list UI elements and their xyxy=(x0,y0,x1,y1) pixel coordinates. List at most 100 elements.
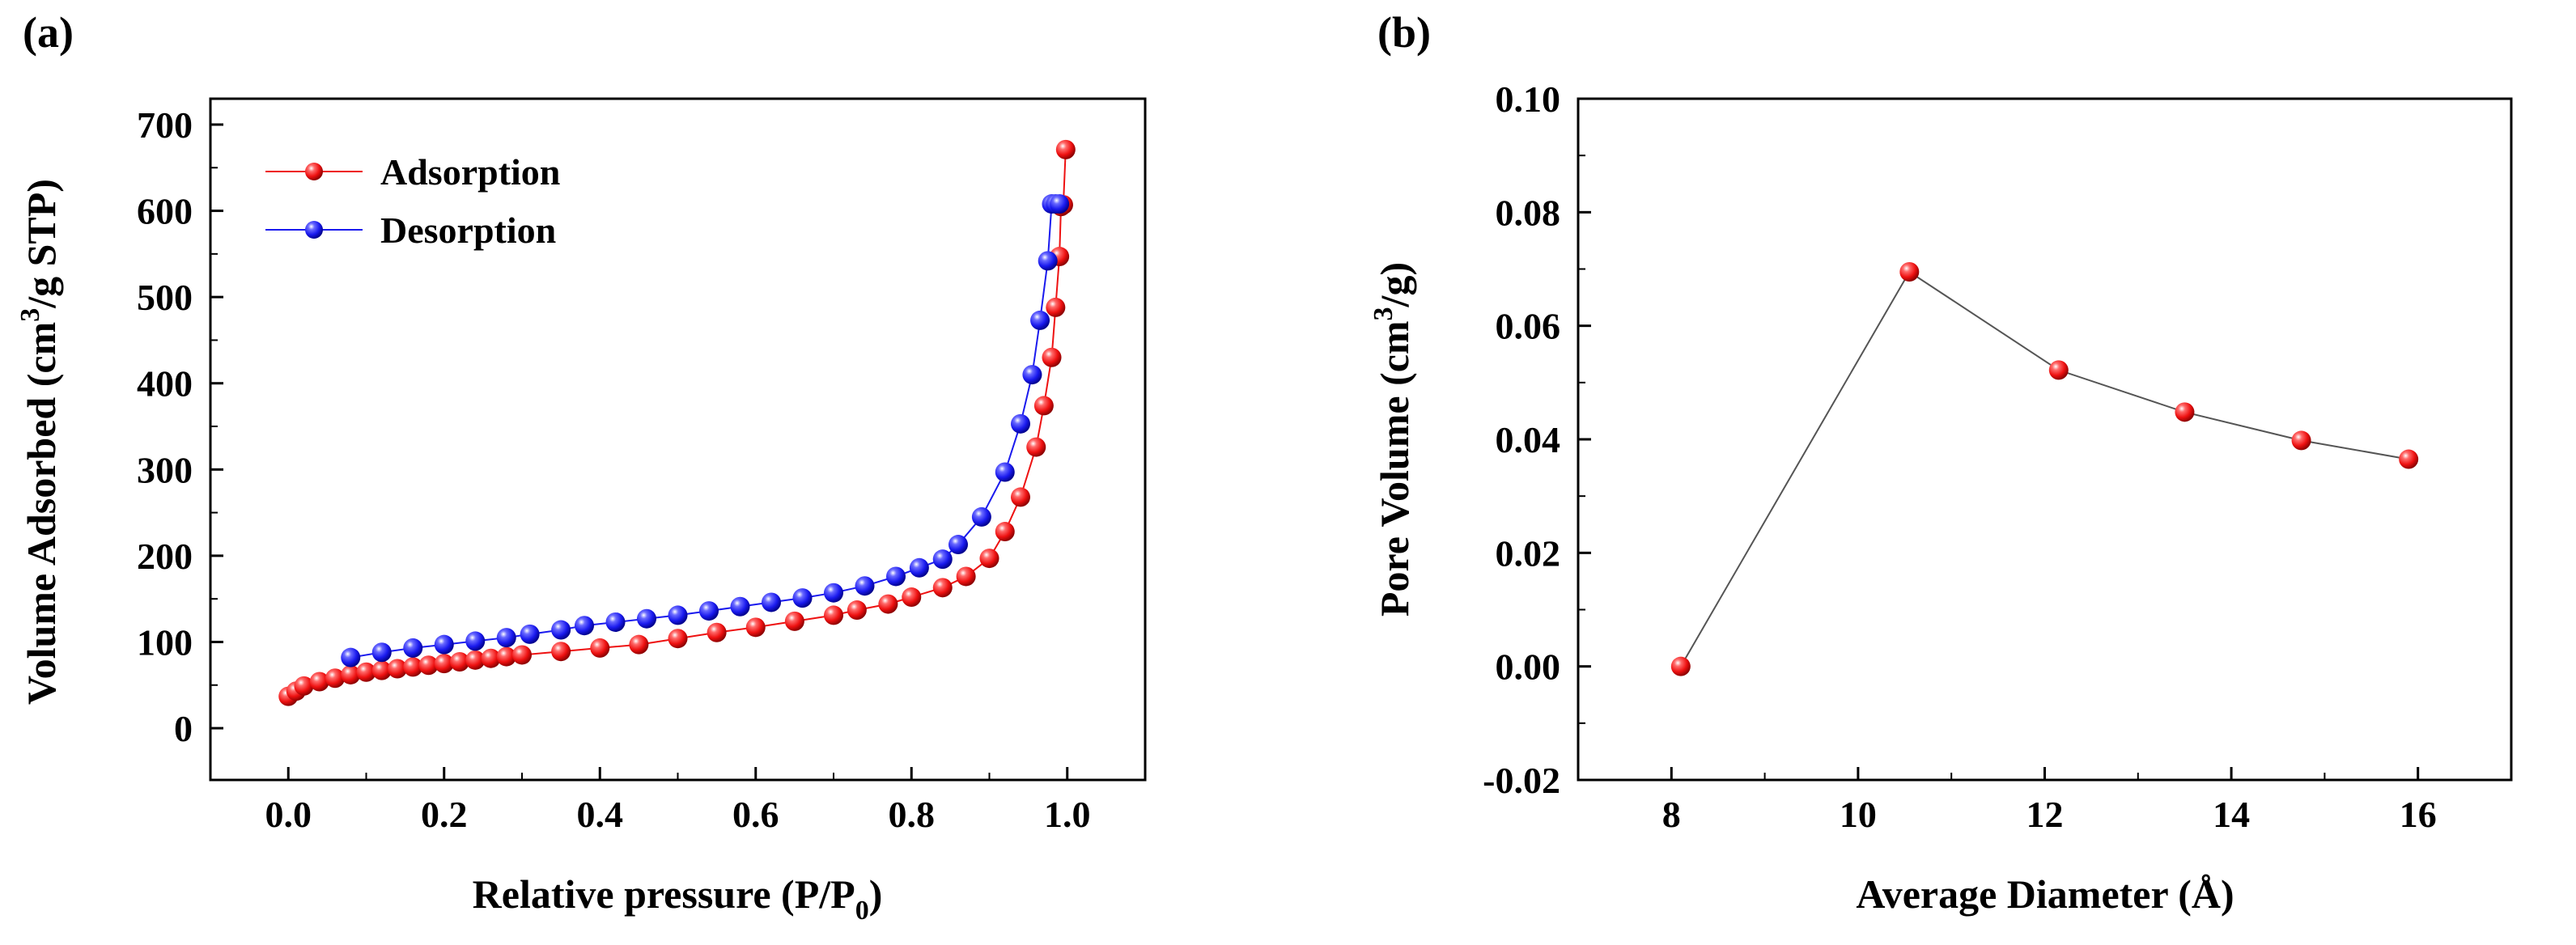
data-point-adsorption xyxy=(496,646,516,667)
data-point-desorption xyxy=(909,557,929,578)
data-point-adsorption xyxy=(1055,139,1076,159)
data-point-desorption xyxy=(730,596,750,617)
data-point-adsorption xyxy=(481,648,501,668)
data-point-adsorption xyxy=(1033,396,1054,416)
plot-b-points xyxy=(1670,262,2419,676)
data-point-desorption xyxy=(668,605,688,625)
data-point-adsorption xyxy=(325,668,345,689)
data-point-desorption xyxy=(341,647,361,667)
y-tick-label: 700 xyxy=(137,104,193,146)
y-tick-label: 500 xyxy=(137,277,193,318)
data-point-desorption xyxy=(1030,310,1050,330)
data-point-desorption xyxy=(824,583,843,603)
y-tick-label: 0.00 xyxy=(1496,646,1561,688)
data-point-pore-volume xyxy=(2175,402,2195,422)
y-tick-label: 0.04 xyxy=(1496,419,1561,460)
y-tick-label: -0.02 xyxy=(1483,760,1560,801)
data-point-adsorption xyxy=(668,629,688,649)
legend-marker-adsorption xyxy=(305,163,323,180)
x-tick-label: 0.6 xyxy=(732,794,779,835)
data-point-adsorption xyxy=(1042,347,1062,367)
data-point-adsorption xyxy=(956,566,976,587)
data-point-pore-volume xyxy=(2399,449,2419,469)
data-point-adsorption xyxy=(388,659,407,679)
data-point-pore-volume xyxy=(2291,430,2311,451)
chart-panel-b: (b) 8 10 12 14 16 -0.02 0.00 0.02 0.04 0.06 0.08 0.… xyxy=(1369,8,2513,917)
data-point-desorption xyxy=(855,576,875,596)
data-point-adsorption xyxy=(932,578,953,598)
data-point-desorption xyxy=(575,616,594,636)
series-line-desorption xyxy=(350,203,1060,659)
data-point-adsorption xyxy=(878,594,898,614)
data-point-adsorption xyxy=(590,638,610,658)
data-point-desorption xyxy=(371,642,392,663)
x-tick-label: 0.2 xyxy=(421,794,468,835)
data-point-desorption xyxy=(886,566,906,587)
data-point-adsorption xyxy=(434,654,454,674)
x-tick-label: 0.0 xyxy=(265,794,312,835)
x-tick-label: 1.0 xyxy=(1044,794,1091,835)
data-point-desorption xyxy=(520,624,540,644)
data-point-adsorption xyxy=(824,605,843,625)
data-point-desorption xyxy=(1038,251,1058,271)
y-tick-label: 0 xyxy=(174,708,193,749)
data-point-desorption xyxy=(948,535,968,555)
data-point-adsorption xyxy=(418,655,439,676)
legend-a: Adsorption Desorption xyxy=(265,151,560,251)
y-tick-label: 0.02 xyxy=(1496,532,1561,574)
data-point-adsorption xyxy=(356,662,376,682)
data-point-adsorption xyxy=(512,645,532,665)
data-point-desorption xyxy=(434,634,454,655)
x-tick-label: 16 xyxy=(2400,794,2437,835)
data-point-desorption xyxy=(995,462,1015,482)
data-point-desorption xyxy=(1022,365,1042,385)
data-point-desorption xyxy=(1011,413,1030,434)
data-point-adsorption xyxy=(309,672,329,692)
data-point-pore-volume xyxy=(2048,360,2069,380)
plot-a-ticks: 0.0 0.2 0.4 0.6 0.8 1.0 0 100 200 300 400 500 600 700 xyxy=(137,104,1091,835)
data-point-adsorption xyxy=(371,660,392,680)
y-axis-title-b: Pore Volume (cm3/g) xyxy=(1369,262,1417,617)
x-axis-title-a: Relative pressure (P/P0) xyxy=(473,871,883,926)
data-point-adsorption xyxy=(294,676,314,696)
data-point-desorption xyxy=(1050,194,1070,214)
data-point-adsorption xyxy=(707,622,727,642)
data-point-adsorption xyxy=(995,522,1015,542)
data-point-adsorption xyxy=(902,587,922,608)
x-tick-label: 8 xyxy=(1662,794,1681,835)
x-axis-title-b: Average Diameter (Å) xyxy=(1856,871,2234,917)
data-point-adsorption xyxy=(403,657,423,677)
plot-b-lines xyxy=(1679,270,2409,667)
x-tick-label: 10 xyxy=(1840,794,1877,835)
data-point-desorption xyxy=(637,608,656,629)
data-point-desorption xyxy=(762,592,781,612)
x-tick-label: 0.4 xyxy=(577,794,624,835)
legend-marker-desorption xyxy=(305,221,323,239)
data-point-desorption xyxy=(605,612,626,632)
y-tick-label: 100 xyxy=(137,621,193,663)
y-tick-label: 0.06 xyxy=(1496,306,1561,347)
x-tick-label: 14 xyxy=(2213,794,2250,835)
data-point-desorption xyxy=(932,549,953,570)
data-point-desorption xyxy=(465,631,486,651)
plot-a-points xyxy=(278,139,1076,706)
data-point-adsorption xyxy=(1046,297,1066,317)
data-point-adsorption xyxy=(847,600,867,621)
data-point-desorption xyxy=(699,601,719,621)
data-point-pore-volume xyxy=(1670,656,1691,676)
y-axis-title-a: Volume Adsorbed (cm3/g STP) xyxy=(15,179,64,705)
data-point-adsorption xyxy=(465,650,486,670)
data-point-adsorption xyxy=(745,617,766,638)
x-tick-label: 12 xyxy=(2026,794,2064,835)
data-point-desorption xyxy=(403,638,423,658)
y-tick-label: 300 xyxy=(137,449,193,490)
data-point-adsorption xyxy=(1026,437,1046,457)
data-point-adsorption xyxy=(784,611,804,631)
data-point-adsorption xyxy=(979,549,999,569)
panel-b-label: (b) xyxy=(1377,8,1431,57)
data-point-adsorption xyxy=(341,664,361,684)
plot-b-ticks: 8 10 12 14 16 -0.02 0.00 0.02 0.04 0.06 0.08 0.10 xyxy=(1483,78,2437,835)
data-point-desorption xyxy=(551,620,571,640)
y-tick-label: 200 xyxy=(137,536,193,577)
